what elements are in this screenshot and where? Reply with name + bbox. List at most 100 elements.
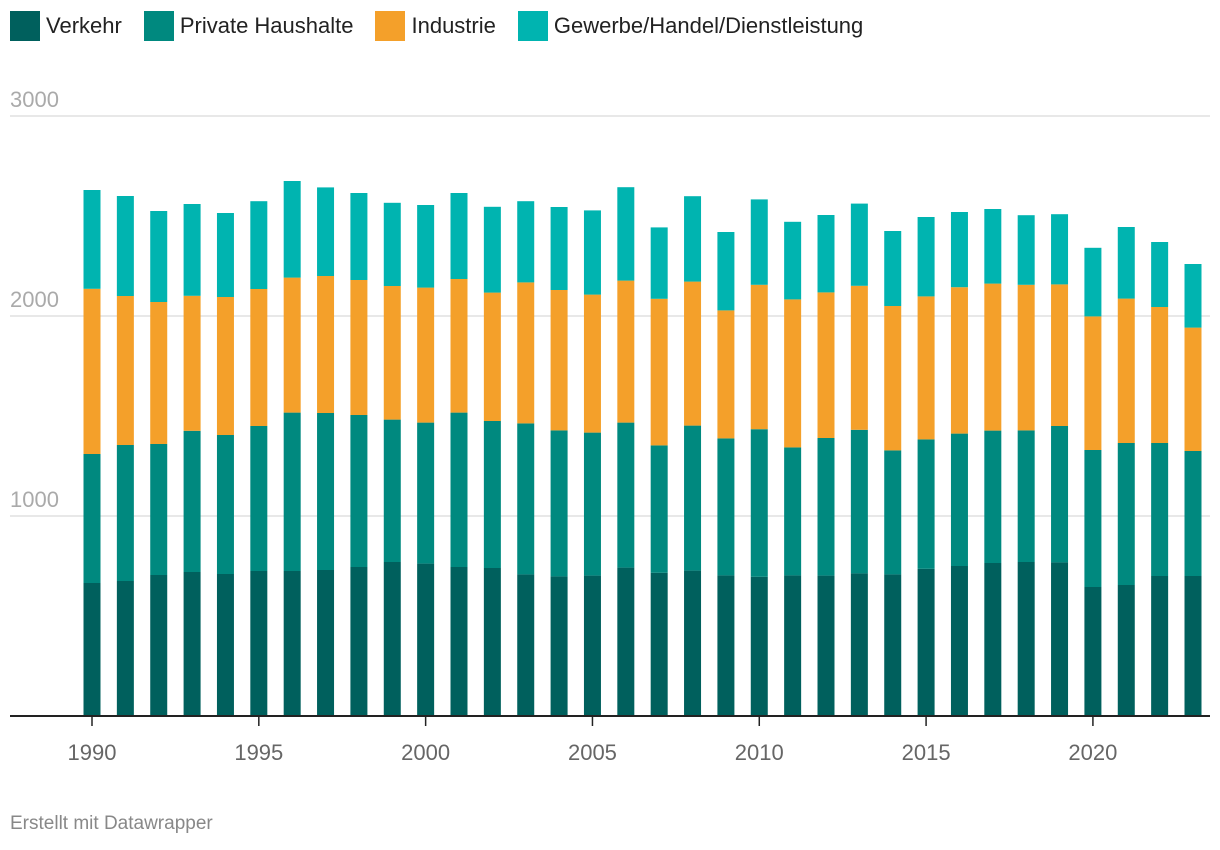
bar-private-haushalte-2001[interactable] (450, 412, 468, 567)
bar-industrie-2013[interactable] (850, 285, 868, 430)
bar-gewerbe-handel-dienstleistung-2003[interactable] (517, 201, 535, 283)
bar-industrie-2023[interactable] (1184, 327, 1202, 451)
bar-industrie-2019[interactable] (1051, 284, 1069, 426)
bar-verkehr-1998[interactable] (350, 567, 368, 716)
credit-text[interactable]: Erstellt mit Datawrapper (10, 813, 213, 834)
bar-gewerbe-handel-dienstleistung-1997[interactable] (317, 187, 335, 276)
bar-industrie-2003[interactable] (517, 282, 535, 424)
bar-gewerbe-handel-dienstleistung-2011[interactable] (784, 221, 802, 300)
bar-verkehr-1995[interactable] (250, 571, 268, 716)
bar-verkehr-2008[interactable] (684, 570, 702, 716)
bar-verkehr-2005[interactable] (583, 575, 601, 716)
bar-gewerbe-handel-dienstleistung-1999[interactable] (383, 202, 401, 286)
bar-private-haushalte-1996[interactable] (283, 412, 301, 571)
bar-gewerbe-handel-dienstleistung-2020[interactable] (1084, 247, 1102, 317)
bar-verkehr-2004[interactable] (550, 576, 568, 716)
bar-gewerbe-handel-dienstleistung-2019[interactable] (1051, 214, 1069, 285)
bar-private-haushalte-2006[interactable] (617, 422, 635, 568)
bar-verkehr-2009[interactable] (717, 575, 735, 716)
bar-private-haushalte-1998[interactable] (350, 415, 368, 567)
bar-gewerbe-handel-dienstleistung-2015[interactable] (917, 217, 935, 297)
bar-verkehr-2022[interactable] (1151, 576, 1169, 716)
bar-gewerbe-handel-dienstleistung-2001[interactable] (450, 193, 468, 279)
bar-industrie-2020[interactable] (1084, 316, 1102, 450)
bar-private-haushalte-2022[interactable] (1151, 443, 1169, 576)
bar-industrie-2011[interactable] (784, 299, 802, 448)
bar-private-haushalte-2004[interactable] (550, 430, 568, 577)
bar-verkehr-1992[interactable] (150, 575, 168, 716)
bar-industrie-2008[interactable] (684, 281, 702, 426)
bar-private-haushalte-2005[interactable] (583, 432, 601, 576)
bar-private-haushalte-2013[interactable] (850, 429, 868, 574)
bar-industrie-1996[interactable] (283, 277, 301, 413)
bar-gewerbe-handel-dienstleistung-2018[interactable] (1017, 215, 1035, 285)
bar-verkehr-1991[interactable] (116, 581, 134, 716)
bar-gewerbe-handel-dienstleistung-2021[interactable] (1117, 227, 1135, 299)
bar-industrie-2016[interactable] (950, 287, 968, 434)
bar-private-haushalte-2017[interactable] (984, 430, 1002, 563)
bar-private-haushalte-2019[interactable] (1051, 426, 1069, 563)
bar-verkehr-2000[interactable] (417, 563, 435, 716)
bar-gewerbe-handel-dienstleistung-1990[interactable] (83, 190, 101, 289)
bar-gewerbe-handel-dienstleistung-2014[interactable] (884, 231, 902, 306)
bar-industrie-2012[interactable] (817, 292, 835, 438)
bar-private-haushalte-2023[interactable] (1184, 451, 1202, 576)
bar-verkehr-1999[interactable] (383, 562, 401, 716)
bar-industrie-2010[interactable] (750, 284, 768, 430)
bar-verkehr-1996[interactable] (283, 571, 301, 716)
bar-gewerbe-handel-dienstleistung-2002[interactable] (483, 206, 501, 293)
bar-gewerbe-handel-dienstleistung-2008[interactable] (684, 196, 702, 282)
bar-private-haushalte-1995[interactable] (250, 426, 268, 571)
bar-industrie-1998[interactable] (350, 280, 368, 415)
bar-industrie-2004[interactable] (550, 290, 568, 431)
bar-gewerbe-handel-dienstleistung-2013[interactable] (850, 203, 868, 286)
bar-private-haushalte-2015[interactable] (917, 439, 935, 569)
bar-industrie-2005[interactable] (583, 294, 601, 433)
bar-private-haushalte-1994[interactable] (216, 435, 234, 574)
bar-verkehr-2017[interactable] (984, 563, 1002, 716)
bar-industrie-2001[interactable] (450, 279, 468, 413)
bar-private-haushalte-1992[interactable] (150, 444, 168, 575)
bar-verkehr-2010[interactable] (750, 576, 768, 716)
bar-industrie-2015[interactable] (917, 296, 935, 440)
bar-industrie-1997[interactable] (317, 276, 335, 413)
bar-private-haushalte-2014[interactable] (884, 450, 902, 575)
bar-verkehr-2020[interactable] (1084, 587, 1102, 716)
bar-industrie-2002[interactable] (483, 292, 501, 421)
bar-gewerbe-handel-dienstleistung-2016[interactable] (950, 212, 968, 288)
bar-private-haushalte-2010[interactable] (750, 429, 768, 577)
bar-verkehr-1990[interactable] (83, 583, 101, 716)
bar-gewerbe-handel-dienstleistung-2017[interactable] (984, 209, 1002, 284)
bar-industrie-2021[interactable] (1117, 298, 1135, 443)
bar-gewerbe-handel-dienstleistung-1994[interactable] (216, 213, 234, 297)
bar-private-haushalte-1997[interactable] (317, 413, 335, 570)
bar-industrie-1990[interactable] (83, 288, 101, 454)
bar-verkehr-2006[interactable] (617, 567, 635, 716)
bar-gewerbe-handel-dienstleistung-1993[interactable] (183, 204, 201, 296)
bar-industrie-2000[interactable] (417, 287, 435, 423)
bar-industrie-1995[interactable] (250, 289, 268, 426)
bar-verkehr-2012[interactable] (817, 575, 835, 716)
bar-gewerbe-handel-dienstleistung-2004[interactable] (550, 207, 568, 290)
bar-verkehr-2003[interactable] (517, 574, 535, 716)
bar-industrie-2006[interactable] (617, 280, 635, 423)
bar-gewerbe-handel-dienstleistung-1996[interactable] (283, 181, 301, 278)
bar-private-haushalte-2009[interactable] (717, 438, 735, 576)
legend-item-verkehr[interactable]: Verkehr (10, 11, 122, 41)
bar-verkehr-2021[interactable] (1117, 585, 1135, 716)
bar-industrie-2022[interactable] (1151, 307, 1169, 443)
bar-private-haushalte-2020[interactable] (1084, 450, 1102, 587)
legend-item-gewerbe-handel-dienstleistung[interactable]: Gewerbe/Handel/Dienstleistung (517, 11, 863, 41)
bar-gewerbe-handel-dienstleistung-2023[interactable] (1184, 264, 1202, 328)
bar-private-haushalte-2002[interactable] (483, 421, 501, 568)
bar-verkehr-2015[interactable] (917, 568, 935, 716)
bar-industrie-1991[interactable] (116, 296, 134, 445)
bar-private-haushalte-1993[interactable] (183, 430, 201, 572)
bar-verkehr-2016[interactable] (950, 566, 968, 716)
legend-item-private-haushalte[interactable]: Private Haushalte (143, 11, 353, 41)
bar-verkehr-1993[interactable] (183, 572, 201, 716)
bar-verkehr-2023[interactable] (1184, 576, 1202, 716)
bar-private-haushalte-1991[interactable] (116, 445, 134, 581)
bar-private-haushalte-2000[interactable] (417, 422, 435, 564)
legend-item-industrie[interactable]: Industrie (375, 11, 496, 41)
